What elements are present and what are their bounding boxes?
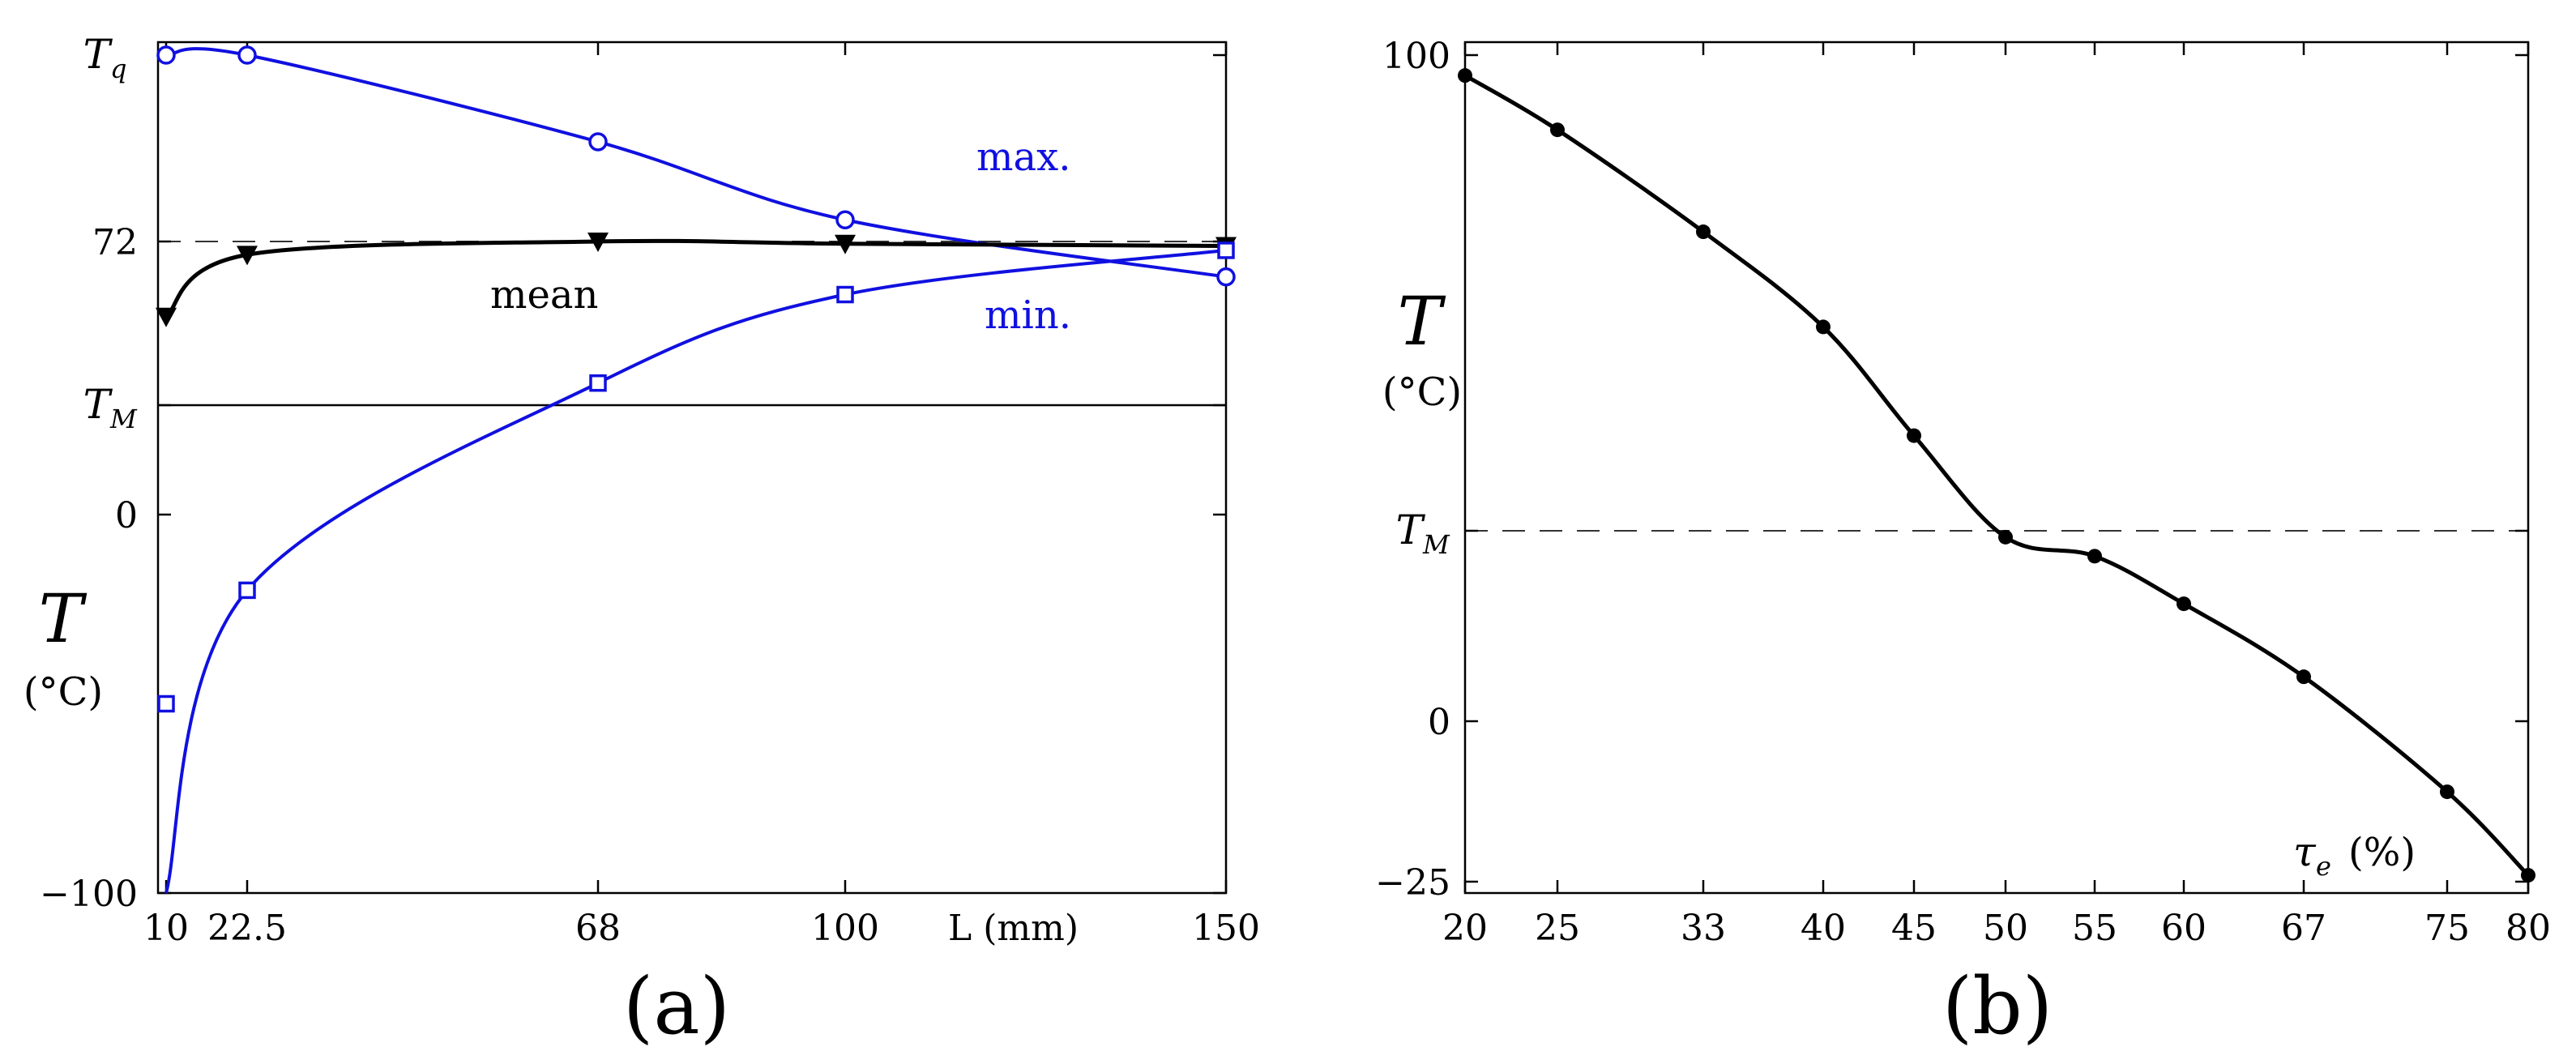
x-tick-label: 10 <box>143 908 189 949</box>
y-tick-label-symbol: T <box>83 381 113 428</box>
series-group-b <box>1458 68 2535 883</box>
data-point-max <box>237 45 257 65</box>
y-tick-label: −100 <box>40 874 138 915</box>
data-point <box>1550 122 1565 138</box>
data-point-min <box>1217 241 1235 259</box>
data-point-min <box>836 285 854 304</box>
plot-frame-a <box>156 41 1228 895</box>
x-axis-label-a: L (mm) <box>948 908 1079 949</box>
data-point-min <box>589 374 607 392</box>
series-group-a <box>156 45 1237 894</box>
data-point-max <box>156 45 176 65</box>
x-tick-label: 45 <box>1891 908 1937 949</box>
x-axis-subscript-b: e <box>2316 851 2331 882</box>
y-tick-label-symbol: T <box>83 31 113 78</box>
series-line-T <box>1463 74 2530 877</box>
series-line-mean <box>164 238 1227 318</box>
data-point-max <box>588 132 608 152</box>
data-point-mean <box>156 307 177 327</box>
x-tick-label: 60 <box>2161 908 2206 949</box>
data-point <box>1816 319 1831 335</box>
x-tick-label: 20 <box>1442 908 1488 949</box>
data-point <box>1907 428 1921 443</box>
y-axis-symbol-a: T <box>39 581 88 658</box>
data-point-max <box>835 210 855 230</box>
y-tick-label: 100 <box>1382 36 1450 77</box>
data-point-mean <box>835 234 856 254</box>
plot-frame-b <box>1463 41 2530 895</box>
x-axis-symbol-b: τ <box>2293 828 2317 875</box>
y-tick-label: 72 <box>92 222 138 263</box>
x-tick-label: 67 <box>2281 908 2326 949</box>
y-tick-label-subscript: q <box>110 53 126 84</box>
y-tick-label: 0 <box>1428 702 1450 743</box>
data-point-min <box>157 694 175 713</box>
data-point-max <box>1216 267 1236 287</box>
data-point <box>2087 549 2102 564</box>
data-point <box>1696 224 1711 240</box>
legend-max-label: max. <box>976 135 1070 180</box>
data-point <box>2296 669 2311 685</box>
x-ticks-a: 10 22.5 68 100 150 <box>143 42 1260 949</box>
x-tick-label: 50 <box>1983 908 2028 949</box>
x-tick-label: 75 <box>2424 908 2470 949</box>
x-axis-unit-b: (%) <box>2348 830 2416 875</box>
series-line-min <box>164 248 1227 894</box>
x-tick-label: 22.5 <box>207 908 287 949</box>
y-tick-label-subscript: M <box>109 404 138 434</box>
x-ticks-b: 20 25 33 40 45 50 55 60 67 75 80 <box>1442 42 2551 949</box>
data-point-mean <box>237 246 258 266</box>
y-tick-label-text: 100 <box>1382 36 1450 77</box>
x-tick-label: 100 <box>811 908 879 949</box>
data-point <box>2177 596 2191 612</box>
y-axis-unit-a: (°C) <box>23 669 103 715</box>
x-tick-label: 68 <box>575 908 621 949</box>
y-axis-symbol-b: T <box>1398 284 1446 361</box>
data-point <box>1998 529 2013 545</box>
data-point <box>2440 784 2454 800</box>
x-tick-label: 40 <box>1801 908 1846 949</box>
x-tick-label: 55 <box>2072 908 2117 949</box>
data-point-mean <box>587 233 609 252</box>
y-tick-label-subscript: M <box>1422 529 1450 560</box>
y-tick-label-text: −25 <box>1375 862 1450 904</box>
panel-label-a: (a) <box>623 961 730 1052</box>
data-point-min <box>238 581 256 600</box>
y-tick-label-text: 0 <box>1428 702 1450 743</box>
y-tick-label-symbol: T <box>1396 506 1426 553</box>
x-tick-label: 25 <box>1535 908 1580 949</box>
x-axis-label-b: τ e (%) <box>2293 828 2416 882</box>
y-tick-label-text: −100 <box>40 874 138 915</box>
x-tick-label: 33 <box>1681 908 1726 949</box>
y-tick-label: −25 <box>1375 862 1450 904</box>
y-tick-label-text: 72 <box>92 222 138 263</box>
legend-min-label: min. <box>985 293 1071 338</box>
y-tick-label-text: 0 <box>115 495 138 536</box>
x-tick-label: 150 <box>1192 908 1260 949</box>
data-point <box>1458 68 1472 83</box>
panel-label-b: (b) <box>1942 961 2053 1052</box>
y-tick-label: 0 <box>115 495 138 536</box>
x-tick-label: 80 <box>2506 908 2551 949</box>
legend-mean-label: mean <box>490 272 598 318</box>
data-point <box>2521 868 2535 883</box>
y-axis-unit-b: (°C) <box>1382 370 1462 415</box>
